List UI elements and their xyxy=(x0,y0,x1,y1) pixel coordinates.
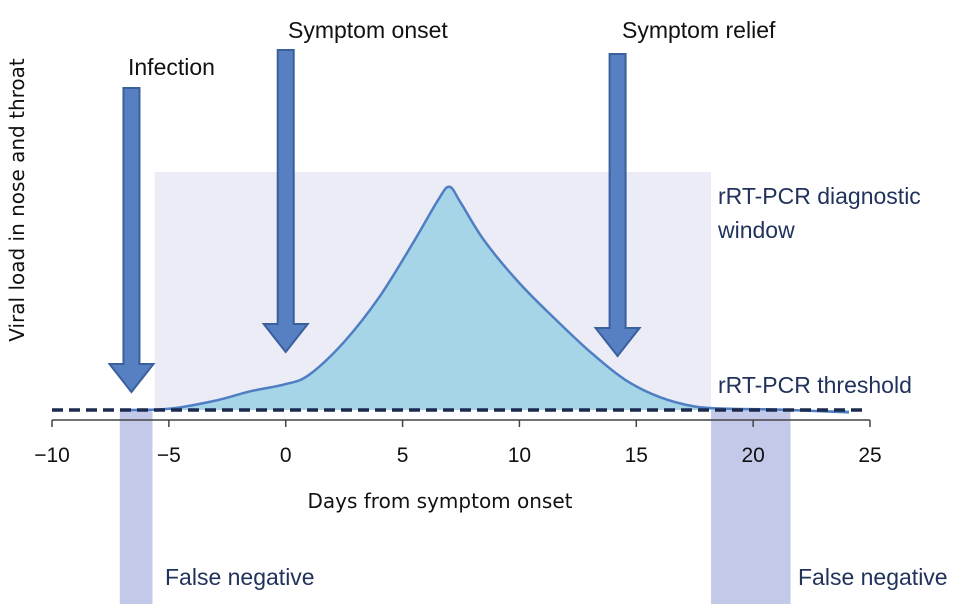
false-negative-label-left: False negative xyxy=(165,564,315,590)
event-arrow-symptom-onset xyxy=(261,49,310,354)
x-tick-label-2: 0 xyxy=(280,444,292,467)
event-arrow-infection xyxy=(107,87,156,394)
x-axis: −10 −5 0 5 10 15 20 25 xyxy=(34,419,882,467)
annotations-layer: Days from symptom onset Viral load in no… xyxy=(5,17,948,590)
x-tick-label-6: 20 xyxy=(741,444,764,467)
false-negative-label-right: False negative xyxy=(798,564,948,590)
x-tick-label-5: 15 xyxy=(625,444,648,467)
x-tick-label-3: 5 xyxy=(397,444,409,467)
viral-load-line xyxy=(124,185,850,414)
event-label-1: Symptom onset xyxy=(288,17,448,43)
threshold-label: rRT-PCR threshold xyxy=(718,372,912,398)
event-label-0: Infection xyxy=(128,54,215,80)
event-arrows-layer xyxy=(107,49,642,394)
diagnostic-window-label-line-2: window xyxy=(717,217,795,243)
x-tick-label-4: 10 xyxy=(508,444,531,467)
event-label-2: Symptom relief xyxy=(622,17,776,43)
area-layer xyxy=(52,185,862,414)
x-tick-label-0: −10 xyxy=(34,444,70,467)
y-axis-title: Viral load in nose and throat xyxy=(5,58,29,342)
event-arrow-symptom-relief xyxy=(593,53,642,358)
x-axis-title: Days from symptom onset xyxy=(308,489,573,513)
viral-load-area xyxy=(124,186,849,413)
false-negative-band-0 xyxy=(119,410,153,604)
false-negative-band-1 xyxy=(711,410,791,604)
diagnostic-window-label-line-1: rRT-PCR diagnostic xyxy=(718,183,921,209)
x-tick-label-1: −5 xyxy=(157,444,181,467)
x-tick-label-7: 25 xyxy=(858,444,881,467)
